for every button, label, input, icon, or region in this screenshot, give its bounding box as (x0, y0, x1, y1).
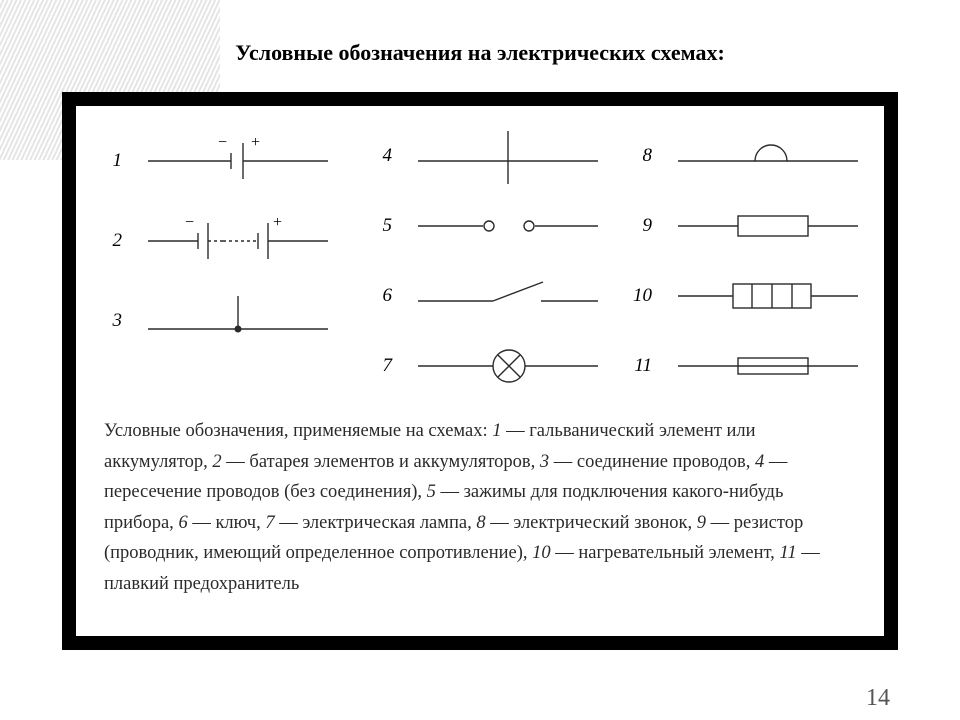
diagram-frame: 1 − + 2 (62, 92, 898, 650)
symbol-row: 4 (364, 121, 624, 191)
symbol-row: 1 − + (94, 121, 354, 201)
resistor-symbol (662, 196, 884, 256)
switch-symbol (402, 266, 624, 326)
bell-symbol (662, 126, 884, 186)
symbols-col-1: 1 − + 2 (94, 121, 354, 361)
symbols-col-3: 8 9 (624, 121, 884, 401)
heater-symbol (662, 266, 884, 326)
cross-no-connect-symbol (402, 126, 624, 186)
cell-symbol: − + (132, 131, 354, 191)
page-title: Условные обозначения на электрических сх… (0, 40, 960, 66)
symbol-row: 8 (624, 121, 884, 191)
symbol-row: 5 (364, 191, 624, 261)
symbol-number: 2 (94, 230, 122, 252)
fuse-symbol (662, 336, 884, 396)
symbol-number: 10 (624, 285, 652, 307)
svg-text:+: + (251, 134, 260, 151)
page-number: 14 (866, 685, 890, 712)
lamp-symbol (402, 336, 624, 396)
symbol-number: 3 (94, 310, 122, 332)
symbol-number: 1 (94, 150, 122, 172)
symbol-row: 11 (624, 331, 884, 401)
symbol-number: 8 (624, 145, 652, 167)
battery-symbol: − + (132, 211, 354, 271)
symbol-row: 9 (624, 191, 884, 261)
symbol-row: 10 (624, 261, 884, 331)
symbols-area: 1 − + 2 (76, 121, 884, 401)
symbols-col-2: 4 5 (364, 121, 624, 401)
legend-text: Условные обозначения, применяемые на схе… (104, 416, 856, 599)
symbol-number: 11 (624, 355, 652, 377)
symbol-number: 9 (624, 215, 652, 237)
svg-text:+: + (273, 214, 282, 231)
symbol-row: 3 (94, 281, 354, 361)
diagram-inner: 1 − + 2 (76, 106, 884, 636)
symbol-number: 6 (364, 285, 392, 307)
svg-text:−: − (185, 214, 194, 231)
symbol-row: 7 (364, 331, 624, 401)
terminals-symbol (402, 196, 624, 256)
symbol-row: 6 (364, 261, 624, 331)
svg-text:−: − (218, 134, 227, 151)
junction-symbol (132, 291, 354, 351)
symbol-number: 5 (364, 215, 392, 237)
symbol-number: 4 (364, 145, 392, 167)
symbol-number: 7 (364, 355, 392, 377)
symbol-row: 2 − + (94, 201, 354, 281)
